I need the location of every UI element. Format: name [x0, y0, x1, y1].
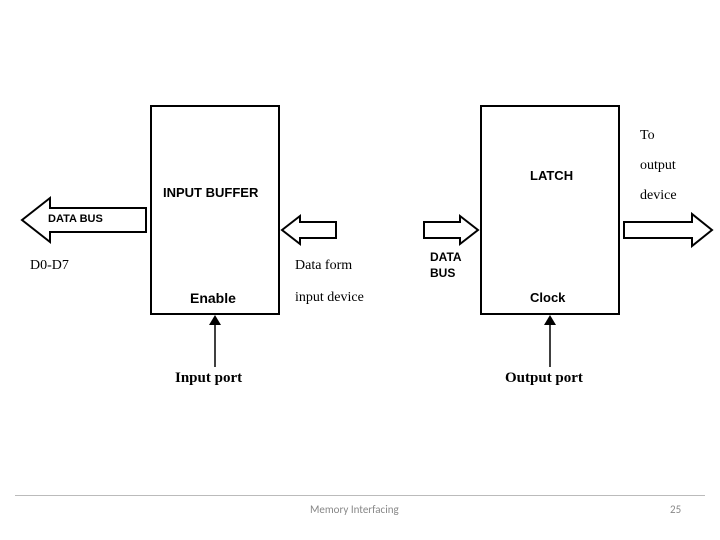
data-form-text: Data form — [295, 258, 352, 274]
to-output-text3: device — [640, 188, 677, 204]
input-buffer-title: INPUT BUFFER — [163, 185, 258, 200]
footer-page: 25 — [670, 503, 681, 516]
latch-databus-text1: DATA — [430, 250, 462, 264]
latch-input-arrow — [420, 210, 480, 250]
latch-box — [480, 105, 620, 315]
output-port-caption: Output port — [505, 370, 583, 387]
d0-d7-label: D0-D7 — [30, 258, 69, 274]
input-port-arrow — [205, 315, 225, 370]
input-port-caption: Input port — [175, 370, 242, 387]
input-buffer-enable: Enable — [190, 290, 236, 306]
footer-line — [15, 495, 705, 496]
footer-center: Memory Interfacing — [310, 503, 399, 516]
latch-databus-text2: BUS — [430, 266, 455, 280]
latch-clock: Clock — [530, 290, 565, 305]
latch-output-arrow — [620, 210, 715, 250]
to-output-text2: output — [640, 158, 676, 174]
to-output-text1: To — [640, 128, 655, 144]
output-port-arrow — [540, 315, 560, 370]
latch-title: LATCH — [530, 168, 573, 183]
left-databus-text: DATA BUS — [48, 213, 103, 225]
diagram-canvas: INPUT BUFFER Enable DATA BUS D0-D7 Data … — [0, 0, 720, 540]
input-small-arrow — [280, 210, 340, 250]
input-buffer-box — [150, 105, 280, 315]
input-device-text: input device — [295, 290, 364, 306]
